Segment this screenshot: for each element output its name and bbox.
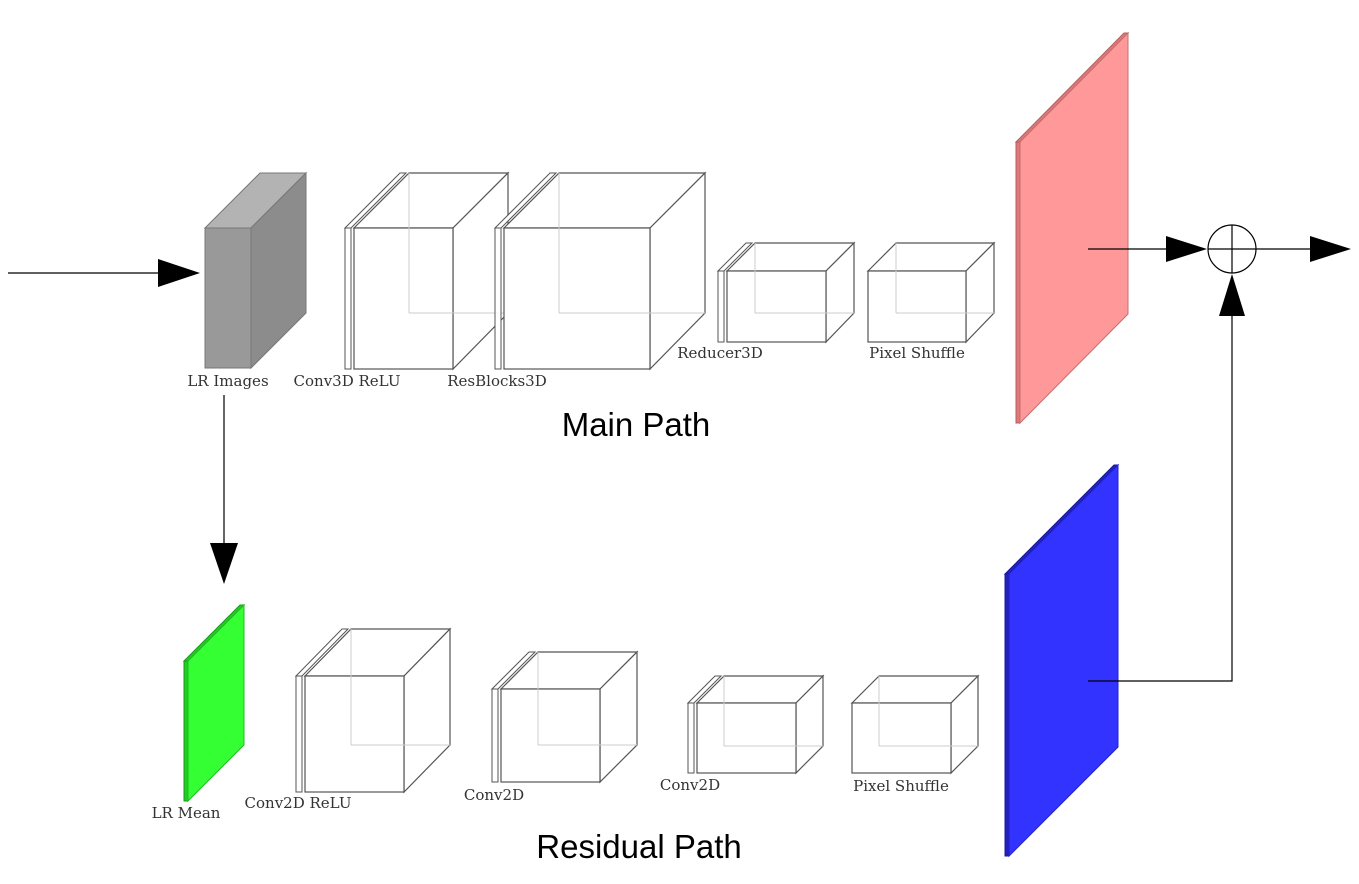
residual-output-sheet	[1005, 465, 1118, 856]
residual-pixel-shuffle-label: Pixel Shuffle	[853, 777, 949, 795]
residual-pixel-shuffle-block: Pixel Shuffle	[852, 676, 978, 795]
conv2d-relu-block: Conv2D ReLU	[245, 629, 450, 812]
conv2d-label-2: Conv2D	[660, 776, 720, 794]
conv2d-block-1: Conv2D	[464, 652, 637, 804]
conv3d-relu-block: Conv3D ReLU	[294, 173, 508, 390]
lr-images-block: LR Images	[187, 173, 306, 390]
main-pixel-shuffle-label: Pixel Shuffle	[869, 344, 965, 362]
lr-images-label: LR Images	[187, 372, 268, 390]
conv2d-block-2: Conv2D	[660, 676, 823, 794]
conv2d-label-1: Conv2D	[464, 786, 524, 804]
lr-mean-label: LR Mean	[152, 804, 221, 822]
conv3d-relu-label: Conv3D ReLU	[294, 372, 401, 390]
images-to-mean-arrow	[210, 395, 238, 584]
residual-path-title: Residual Path	[536, 828, 741, 865]
main-path-title: Main Path	[562, 406, 711, 443]
lr-mean-sheet: LR Mean	[152, 605, 244, 822]
main-output-sheet	[1016, 33, 1128, 423]
resblocks3d-label: ResBlocks3D	[447, 372, 546, 390]
output-arrow	[1256, 236, 1351, 262]
input-arrow	[8, 259, 200, 287]
element-wise-addition-icon	[1208, 225, 1256, 273]
reducer3d-label: Reducer3D	[677, 344, 762, 362]
main-pixel-shuffle-block: Pixel Shuffle	[868, 243, 994, 362]
conv2d-relu-label: Conv2D ReLU	[245, 794, 352, 812]
